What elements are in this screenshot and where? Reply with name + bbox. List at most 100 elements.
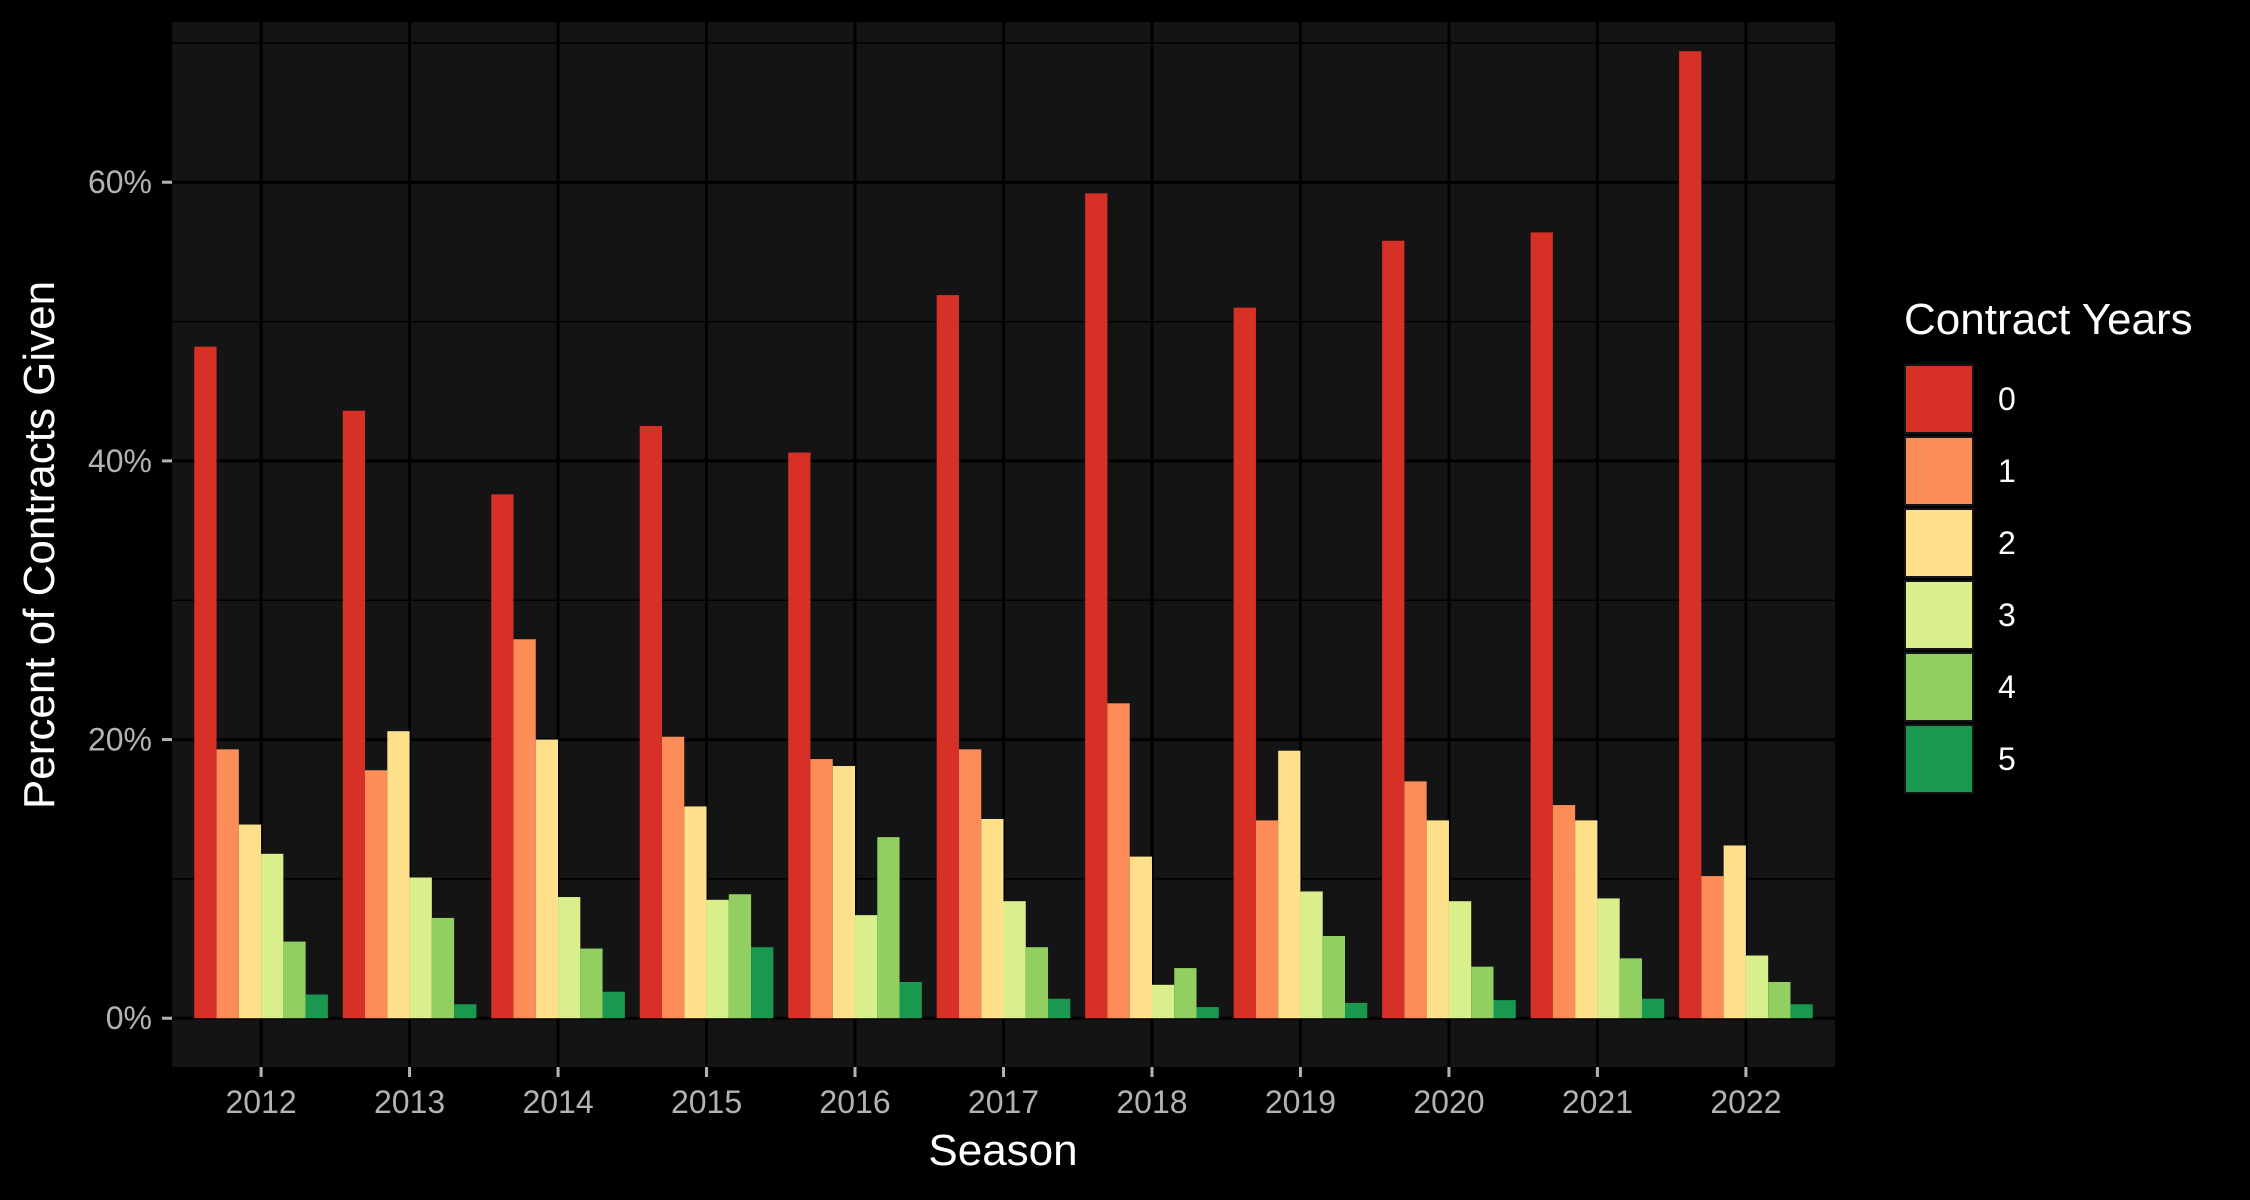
bar xyxy=(1278,750,1301,1019)
bar xyxy=(387,731,410,1019)
legend-label: 4 xyxy=(1998,669,2016,705)
bar xyxy=(1003,901,1026,1019)
bar xyxy=(1300,891,1323,1019)
y-tick-label: 0% xyxy=(106,1000,152,1036)
x-tick-label: 2020 xyxy=(1413,1084,1484,1120)
y-tick-label: 40% xyxy=(88,443,152,479)
bar xyxy=(535,739,559,1019)
bar xyxy=(981,818,1004,1019)
bar xyxy=(216,749,239,1019)
bar xyxy=(602,991,625,1019)
bar xyxy=(1404,781,1427,1019)
legend-label: 5 xyxy=(1998,741,2016,777)
bar xyxy=(1107,703,1130,1019)
bar xyxy=(1530,232,1553,1019)
bar xyxy=(1790,1004,1813,1019)
bar xyxy=(1723,845,1746,1019)
bar xyxy=(1768,982,1791,1019)
bar xyxy=(958,749,982,1019)
y-axis-title: Percent of Contracts Given xyxy=(15,281,64,809)
bar xyxy=(661,736,685,1019)
bar xyxy=(261,853,284,1019)
bar xyxy=(580,948,603,1019)
bar xyxy=(1597,898,1620,1019)
legend-swatch xyxy=(1906,582,1972,648)
bar xyxy=(936,295,959,1019)
x-tick-label: 2019 xyxy=(1265,1084,1336,1120)
bar xyxy=(283,941,306,1019)
x-axis-title: Season xyxy=(928,1126,1077,1175)
bar xyxy=(491,494,514,1019)
x-tick-label: 2013 xyxy=(374,1084,445,1120)
bar xyxy=(855,915,878,1019)
bar xyxy=(810,759,833,1019)
legend-title: Contract Years xyxy=(1904,295,2193,344)
bar xyxy=(899,982,922,1019)
bar xyxy=(1426,820,1449,1019)
bar xyxy=(454,1004,477,1019)
bar xyxy=(1233,307,1256,1019)
bar xyxy=(1679,51,1702,1019)
legend-swatch xyxy=(1906,438,1972,504)
bar xyxy=(1322,936,1346,1019)
bar xyxy=(194,346,217,1019)
bar xyxy=(832,766,856,1019)
bar xyxy=(431,917,455,1019)
x-tick-label: 2021 xyxy=(1562,1084,1633,1120)
x-tick-label: 2017 xyxy=(968,1084,1039,1120)
legend-swatch xyxy=(1906,366,1972,432)
bar xyxy=(365,770,388,1019)
bar xyxy=(788,452,811,1019)
x-tick-label: 2014 xyxy=(522,1084,593,1120)
x-tick-label: 2012 xyxy=(225,1084,296,1120)
bar xyxy=(877,837,900,1019)
bar xyxy=(558,897,581,1019)
bar xyxy=(684,806,707,1019)
bar xyxy=(1382,240,1405,1019)
y-axis: 0% 20% 40% 60% xyxy=(88,164,172,1036)
bar xyxy=(639,426,662,1019)
y-tick-label: 20% xyxy=(88,722,152,758)
bar xyxy=(1025,947,1049,1019)
bars xyxy=(194,51,1813,1019)
x-axis: 2012 2013 2014 2015 2016 2017 2018 2019 2020 2021… xyxy=(225,1067,1782,1120)
y-tick-label: 60% xyxy=(88,164,152,200)
bar xyxy=(1129,856,1152,1019)
bar xyxy=(1255,820,1279,1019)
legend-swatch xyxy=(1906,726,1972,792)
legend-label: 3 xyxy=(1998,597,2016,633)
legend-swatch xyxy=(1906,510,1972,576)
bar xyxy=(1151,984,1175,1019)
bar xyxy=(1619,958,1642,1019)
bar xyxy=(1493,1000,1516,1019)
x-tick-label: 2018 xyxy=(1116,1084,1187,1120)
legend-label: 2 xyxy=(1998,525,2016,561)
legend-label: 0 xyxy=(1998,381,2016,417)
bar xyxy=(1345,1002,1368,1019)
bar xyxy=(1174,968,1197,1019)
legend-swatch xyxy=(1906,654,1972,720)
bar xyxy=(1048,998,1071,1019)
bar xyxy=(706,899,729,1019)
bar xyxy=(1745,955,1769,1019)
bar xyxy=(1575,820,1598,1019)
legend: Contract Years 0 1 2 3 4 5 xyxy=(1904,295,2193,794)
legend-label: 1 xyxy=(1998,453,2016,489)
x-tick-label: 2022 xyxy=(1710,1084,1781,1120)
bar xyxy=(1471,966,1494,1019)
bar xyxy=(238,824,262,1019)
x-tick-label: 2016 xyxy=(819,1084,890,1120)
bar xyxy=(1552,805,1576,1019)
bar xyxy=(751,947,774,1019)
bar xyxy=(342,410,366,1019)
bar xyxy=(1641,998,1665,1019)
bar xyxy=(1196,1007,1219,1019)
bar xyxy=(409,877,432,1019)
x-tick-label: 2015 xyxy=(671,1084,742,1120)
bar xyxy=(728,894,752,1019)
bar xyxy=(513,639,536,1019)
bar xyxy=(1085,193,1108,1019)
bar xyxy=(1448,901,1472,1019)
bar xyxy=(1701,876,1724,1019)
